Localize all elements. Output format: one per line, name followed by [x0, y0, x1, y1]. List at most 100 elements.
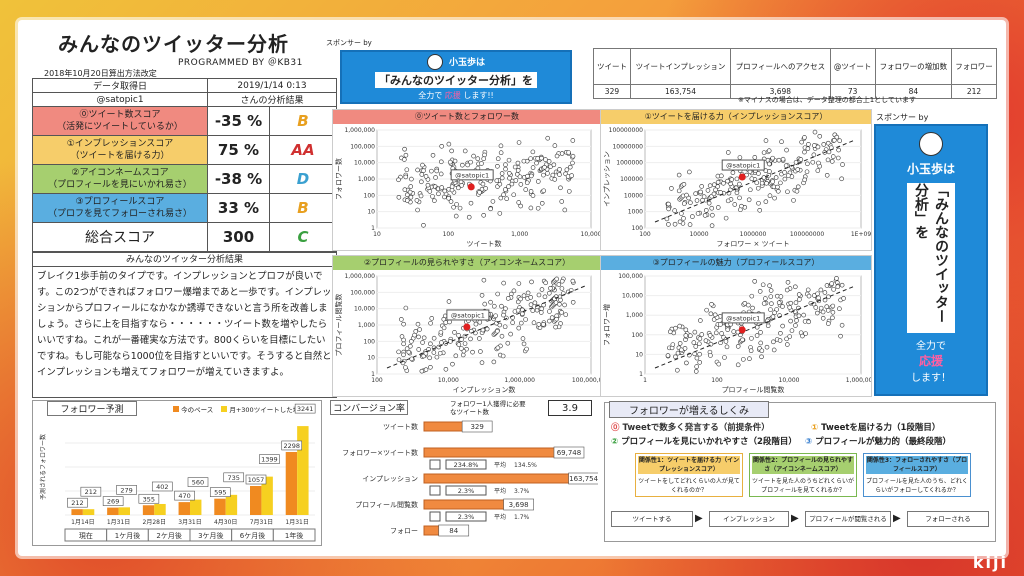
data-point	[498, 143, 504, 149]
data-point	[747, 187, 753, 193]
data-point	[749, 293, 755, 299]
data-point	[442, 188, 448, 194]
data-point	[750, 305, 755, 311]
data-point	[423, 350, 429, 356]
data-point	[829, 281, 834, 286]
data-point	[401, 341, 406, 347]
data-point	[784, 336, 789, 342]
bar-current-pace	[142, 505, 155, 515]
data-point	[490, 199, 496, 204]
data-point	[450, 361, 455, 367]
avg-value: 134.5%	[514, 462, 537, 469]
data-point	[493, 313, 498, 319]
data-point	[559, 151, 565, 156]
x-tick-label: 1月31日	[107, 519, 130, 526]
conversion-title: コンバージョン率	[330, 400, 408, 415]
data-point	[763, 296, 768, 301]
y-tick-label: 10	[367, 209, 375, 216]
avg-value: 3.7%	[514, 488, 530, 495]
chart-3: ③プロフィールの魅力（プロフィールスコア） 100,000 10,000 1,000…	[600, 255, 876, 397]
data-point	[784, 287, 790, 293]
data-point	[735, 344, 741, 349]
data-point	[468, 336, 473, 342]
funnel-bar	[423, 447, 557, 458]
data-point	[725, 327, 730, 332]
data-point	[416, 347, 422, 352]
score-pct: 75 %	[207, 135, 270, 165]
data-point	[396, 349, 401, 355]
data-label-box	[187, 477, 209, 487]
score-grade: D	[269, 164, 337, 194]
chart-title: ①ツイートを届ける力（インプレッションスコア）	[601, 110, 871, 124]
data-point	[436, 191, 441, 197]
date-label: データ取得日	[32, 78, 208, 93]
data-point	[396, 357, 402, 363]
data-point	[570, 160, 575, 166]
y-tick-label: 10,000	[354, 160, 375, 167]
data-point	[438, 329, 444, 335]
data-point	[701, 194, 707, 199]
score-grade: B	[269, 106, 337, 136]
data-point	[793, 323, 798, 328]
data-point	[699, 184, 704, 189]
data-point	[822, 290, 828, 295]
data-point	[443, 320, 449, 325]
data-point	[718, 322, 723, 327]
data-point	[776, 157, 782, 163]
data-point	[539, 155, 544, 161]
data-point	[447, 159, 453, 165]
data-label-box	[116, 485, 137, 495]
bar-current-pace	[107, 507, 119, 515]
data-point	[528, 295, 534, 300]
data-point	[570, 138, 576, 143]
data-point	[840, 162, 845, 167]
data-point	[737, 181, 742, 187]
data-point	[481, 277, 487, 283]
data-label: 1399	[261, 456, 278, 464]
data-point	[520, 336, 526, 341]
x-tick-label: 1,000,000	[504, 377, 535, 384]
avatar	[426, 53, 443, 70]
data-point	[697, 351, 702, 357]
score-table: データ取得日 2019/1/14 0:13 @satopic1 さんの分析結果 …	[32, 78, 337, 252]
data-point	[484, 326, 490, 332]
data-point	[693, 369, 699, 374]
data-point	[523, 317, 528, 322]
data-point	[815, 144, 821, 150]
data-point	[403, 152, 409, 158]
data-point	[785, 342, 790, 347]
data-point	[462, 341, 468, 346]
data-point	[778, 294, 784, 299]
data-label-box	[281, 440, 303, 451]
data-point	[766, 172, 772, 178]
data-point	[803, 331, 808, 336]
chart-title: ③プロフィールの魅力（プロフィールスコア）	[601, 256, 871, 270]
sponsor-banner-side[interactable]: 小玉歩は 「みんなのツイッター分析」を 全力で 応援 します！	[874, 124, 988, 396]
data-point	[428, 341, 433, 347]
data-point	[438, 159, 444, 165]
data-point	[402, 157, 407, 162]
data-point	[535, 179, 541, 184]
data-point	[428, 320, 433, 326]
data-point	[437, 350, 443, 356]
rate-value: 234.8%	[454, 461, 479, 469]
stat-header: プロフィールへのアクセス	[729, 48, 831, 85]
data-point	[830, 315, 835, 321]
y-tick-label: 100,000	[350, 289, 375, 296]
period-label: 1ケ月後	[115, 531, 140, 540]
total-grade: C	[269, 222, 337, 252]
data-point	[558, 185, 563, 191]
data-point	[664, 216, 670, 222]
y-tick-label: 10,000	[354, 306, 375, 313]
data-point	[502, 324, 508, 330]
data-point	[695, 211, 701, 216]
data-point	[408, 194, 414, 200]
data-point	[794, 188, 800, 194]
stat-value: 163,754	[629, 84, 731, 99]
data-point	[401, 337, 406, 343]
data-point	[427, 189, 433, 194]
sponsor-banner-top[interactable]: 小玉歩は 「みんなのツイッター分析」を 全力で 応援 します!!	[340, 50, 572, 104]
data-point	[752, 155, 758, 160]
x-tick-label: 1月31日	[285, 519, 308, 526]
